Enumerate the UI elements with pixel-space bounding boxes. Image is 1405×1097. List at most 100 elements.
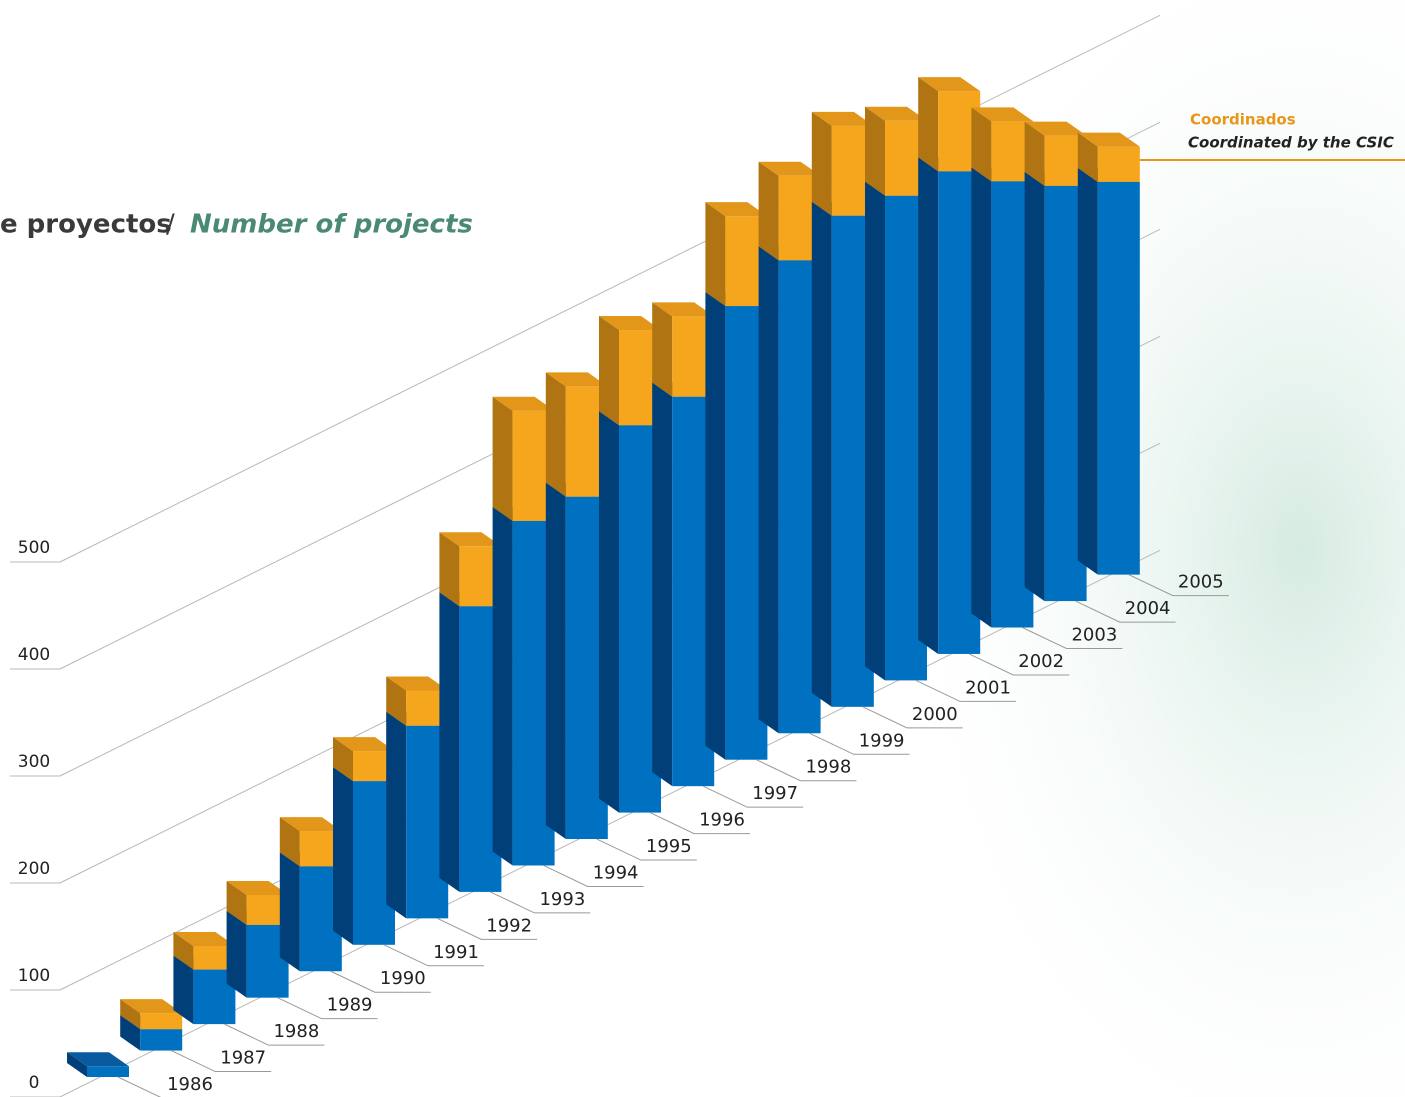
- bar-side: [1024, 171, 1045, 602]
- bar-side: [1024, 121, 1045, 186]
- x-tick-label: 1998: [805, 757, 851, 778]
- bar-side: [173, 932, 194, 970]
- x-tick-leader: [649, 812, 750, 835]
- x-tick-label: 1987: [220, 1048, 266, 1069]
- x-tick-leader: [436, 917, 538, 940]
- x-tick-leader: [915, 679, 1016, 702]
- bar: [87, 1066, 129, 1077]
- x-tick-label: 2005: [1178, 572, 1224, 593]
- bar-top: [599, 316, 661, 331]
- legend-label-en: Coordinated by the CSIC: [1188, 134, 1394, 152]
- x-tick-leader: [383, 944, 484, 967]
- bar-side: [120, 1015, 141, 1051]
- bar-side: [439, 532, 460, 607]
- bar-top: [1077, 132, 1140, 147]
- bar-side: [226, 880, 247, 925]
- bar-side: [333, 737, 353, 782]
- bar: [193, 946, 236, 970]
- x-tick-label: 1999: [859, 730, 905, 751]
- x-tick-leader: [1075, 600, 1176, 623]
- bar-side: [545, 482, 566, 840]
- bar-side: [439, 592, 460, 892]
- bar-top: [705, 202, 768, 217]
- x-tick-leader: [702, 785, 804, 808]
- labels: 0 100 200 300 400 500 1986 1987 1988 1989 1990 1991…: [18, 538, 1229, 1097]
- x-tick-leader: [862, 706, 963, 729]
- bar-side: [386, 676, 407, 726]
- bars: [67, 77, 1140, 1077]
- bar-top: [439, 532, 502, 547]
- bar-side: [1077, 132, 1098, 182]
- bar-side: [918, 77, 939, 172]
- bar-side: [811, 201, 832, 707]
- title-en: Number of projects: [190, 210, 473, 240]
- bar-side: [758, 161, 779, 261]
- bar-side: [333, 767, 353, 945]
- bar-top: [120, 999, 183, 1014]
- bar-top: [865, 106, 927, 121]
- title-separator: /: [166, 210, 175, 240]
- bar-side: [758, 246, 779, 734]
- bar-top: [173, 932, 236, 947]
- x-tick-leader: [277, 997, 378, 1020]
- bar-side: [652, 382, 673, 787]
- x-tick-label: 1997: [752, 783, 798, 804]
- x-tick-label: 1996: [699, 810, 745, 831]
- bar-side: [971, 167, 992, 628]
- x-tick-label: 1990: [380, 968, 426, 989]
- bar-top: [279, 817, 342, 832]
- bar-side: [173, 955, 194, 1025]
- bar-side: [67, 1052, 87, 1077]
- bar-top: [918, 77, 981, 92]
- x-tick-leader: [490, 891, 591, 914]
- bar-side: [386, 711, 407, 919]
- y-tick-label: 200: [18, 859, 50, 879]
- bar-side: [652, 302, 673, 397]
- x-tick-label: 2002: [1018, 651, 1064, 672]
- title: e proyectos / Number of projects: [0, 210, 473, 240]
- bar-top: [545, 372, 608, 387]
- x-tick-leader: [809, 732, 910, 755]
- bar-side: [599, 316, 619, 426]
- title-es: e proyectos: [0, 210, 172, 240]
- x-tick-label: 1991: [433, 942, 479, 963]
- bar: [140, 1029, 183, 1051]
- bar-side: [279, 817, 300, 867]
- y-tick-label: 500: [18, 538, 50, 558]
- bar: [140, 1013, 183, 1030]
- x-tick-leader: [756, 759, 857, 782]
- bar-side: [120, 999, 141, 1030]
- x-tick-label: 1994: [593, 862, 639, 883]
- bar-side: [492, 396, 513, 521]
- x-tick-label: 2000: [912, 704, 958, 725]
- y-tick-label: 400: [18, 645, 50, 665]
- bar-side: [545, 372, 566, 497]
- x-tick-leader: [596, 838, 697, 861]
- bar-side: [705, 292, 726, 760]
- x-tick-label: 2003: [1071, 625, 1117, 646]
- x-tick-label: 1995: [646, 836, 692, 857]
- bar: [1097, 146, 1140, 182]
- bar-top: [226, 880, 289, 895]
- x-tick-label: 1993: [539, 889, 585, 910]
- x-tick-label: 1986: [167, 1074, 213, 1095]
- legend-label: Coordinados: [1190, 111, 1296, 129]
- legend: Coordinados Coordinated by the CSIC: [1140, 111, 1405, 161]
- bar-side: [492, 506, 513, 866]
- bar-top: [811, 111, 874, 126]
- bar-side: [971, 107, 992, 182]
- y-tick-label: 100: [18, 966, 50, 986]
- x-tick-leader: [224, 1023, 325, 1046]
- bar-side: [1077, 167, 1098, 575]
- bar-top: [758, 161, 821, 176]
- x-tick-leader: [1128, 574, 1229, 597]
- x-tick-label: 1992: [486, 915, 532, 936]
- x-tick-leader: [170, 1050, 272, 1073]
- x-tick-label: 1989: [327, 995, 373, 1016]
- bar-side: [865, 181, 885, 681]
- x-tick-leader: [543, 865, 644, 887]
- x-tick-leader: [1022, 627, 1123, 650]
- x-tick-leader: [117, 1076, 162, 1097]
- bar: [1097, 181, 1140, 575]
